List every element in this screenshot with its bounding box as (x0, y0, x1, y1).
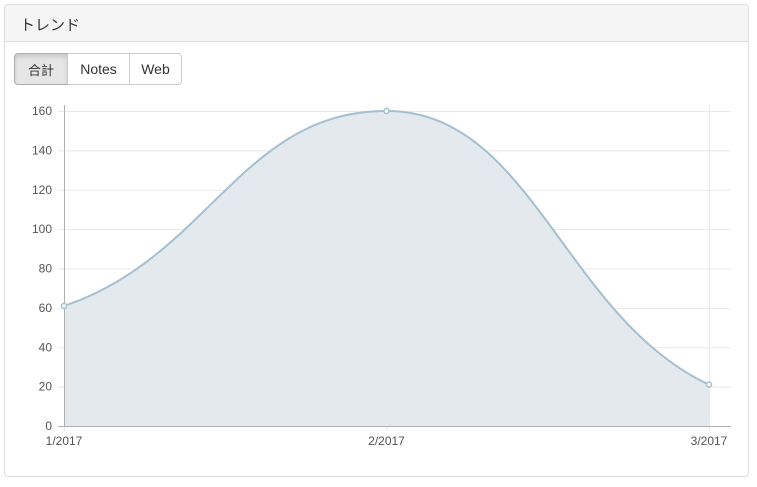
y-tick-label: 160 (32, 104, 52, 118)
x-tick-label: 3/2017 (691, 434, 728, 448)
data-point (383, 107, 390, 115)
y-tick-label: 100 (32, 222, 52, 236)
y-tick-label: 120 (32, 183, 52, 197)
data-point (705, 381, 713, 388)
area-fill (64, 111, 709, 426)
data-point (60, 302, 68, 310)
y-tick-label: 80 (39, 262, 53, 276)
y-tick-label: 140 (32, 143, 52, 157)
filter-button-group: 合計 Notes Web (14, 53, 182, 85)
filter-web-button[interactable]: Web (129, 53, 182, 85)
filter-notes-button[interactable]: Notes (67, 53, 130, 85)
panel-title: トレンド (5, 5, 748, 42)
y-tick-label: 60 (39, 301, 53, 315)
x-tick-label: 1/2017 (46, 434, 83, 448)
y-tick-label: 20 (39, 380, 53, 394)
y-tick-label: 40 (39, 340, 53, 354)
x-tick-label: 2/2017 (368, 434, 405, 448)
y-tick-label: 0 (45, 419, 52, 433)
